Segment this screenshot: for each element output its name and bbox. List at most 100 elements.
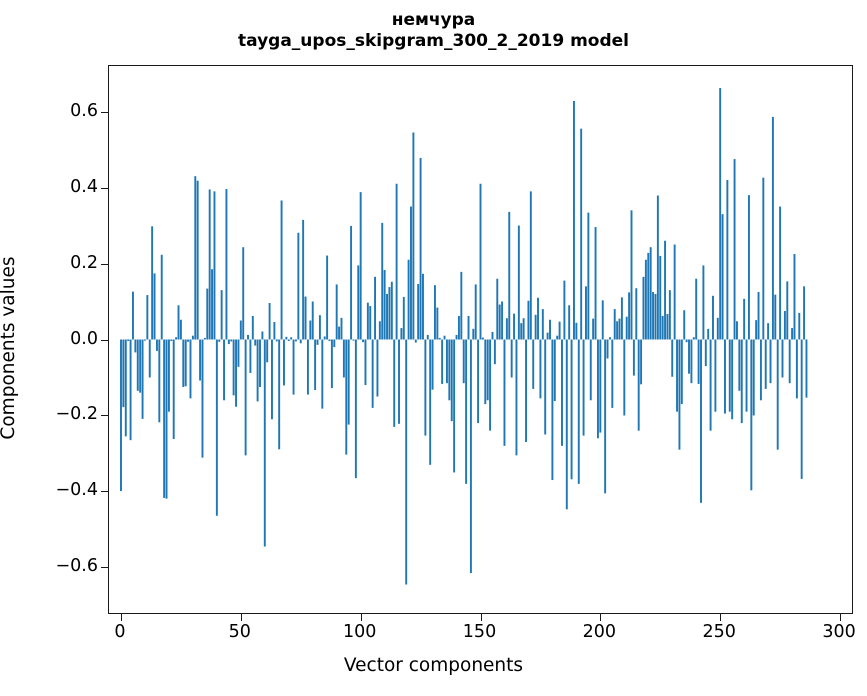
- bar: [700, 339, 702, 503]
- bar: [263, 339, 266, 547]
- bar: [486, 339, 489, 401]
- bar: [242, 247, 245, 340]
- bar: [172, 339, 175, 440]
- bar: [179, 319, 182, 340]
- bar: [537, 297, 539, 340]
- bar: [599, 339, 602, 433]
- bar: [129, 339, 132, 441]
- bar: [237, 339, 240, 367]
- bar: [724, 339, 726, 414]
- y-axis-tick: [101, 339, 109, 341]
- bar: [616, 321, 619, 340]
- bar: [405, 339, 408, 585]
- bar: [652, 292, 655, 340]
- bar: [445, 339, 448, 384]
- chart-title-line-1: немчура: [391, 10, 476, 30]
- bar: [338, 326, 341, 340]
- bar: [596, 339, 599, 439]
- bar: [769, 339, 772, 384]
- bar: [695, 278, 698, 340]
- bar: [656, 195, 659, 340]
- y-axis-tick: [101, 415, 109, 417]
- bar: [196, 180, 199, 340]
- bar: [503, 339, 506, 446]
- y-axis-tick-label: 0.0: [70, 328, 98, 349]
- bar: [659, 255, 662, 340]
- bar: [484, 339, 487, 405]
- bar: [771, 116, 774, 340]
- bar: [731, 339, 734, 420]
- bar: [155, 339, 158, 351]
- bar: [726, 179, 729, 340]
- bar: [335, 284, 338, 340]
- bar: [383, 269, 386, 340]
- bar: [132, 291, 134, 340]
- bar: [462, 339, 465, 384]
- bar: [381, 222, 384, 340]
- bar: [422, 273, 424, 340]
- bar: [141, 339, 144, 419]
- bar: [477, 339, 480, 424]
- bar: [390, 281, 393, 340]
- bar: [608, 337, 611, 340]
- bar: [630, 210, 633, 340]
- bar: [251, 315, 254, 340]
- bar: [450, 339, 453, 422]
- chart-title-line-2: tayga_upos_skipgram_300_2_2019 model: [238, 31, 629, 51]
- bar: [683, 310, 686, 340]
- bar: [211, 269, 214, 340]
- bar: [345, 339, 348, 455]
- bar: [376, 339, 379, 397]
- bar: [688, 339, 690, 374]
- bar: [558, 321, 561, 340]
- y-axis-tick: [101, 491, 109, 493]
- bar: [529, 191, 532, 340]
- bar: [517, 225, 520, 340]
- bar: [225, 189, 228, 340]
- bar: [776, 339, 779, 450]
- bar: [623, 339, 626, 416]
- bar: [419, 157, 422, 340]
- bar: [561, 339, 563, 446]
- x-axis-tick: [480, 613, 482, 621]
- bar: [309, 320, 312, 340]
- bar: [395, 183, 398, 340]
- bar: [330, 339, 333, 389]
- bar: [244, 339, 247, 456]
- bar: [532, 339, 535, 389]
- x-axis-tick-label: 250: [702, 622, 736, 642]
- bar: [299, 339, 302, 344]
- bar: [489, 339, 492, 431]
- bar: [582, 339, 585, 436]
- bar: [431, 339, 434, 390]
- bar: [223, 339, 226, 401]
- bar: [160, 254, 163, 340]
- bar: [757, 292, 760, 340]
- bar: [213, 191, 216, 340]
- bar: [508, 211, 511, 340]
- bar: [206, 288, 209, 340]
- bar: [371, 339, 374, 408]
- bar: [333, 339, 336, 348]
- bar: [158, 339, 161, 423]
- bar: [589, 339, 592, 401]
- bar: [594, 227, 597, 340]
- bar: [136, 339, 139, 391]
- bar: [606, 339, 609, 359]
- x-axis-tick-label: 0: [114, 622, 126, 642]
- bar: [400, 328, 403, 340]
- bar: [414, 339, 417, 343]
- bar: [640, 339, 643, 385]
- bar: [743, 298, 746, 340]
- bar: [469, 339, 472, 574]
- bar: [457, 315, 460, 340]
- plot-area: [109, 66, 852, 613]
- bar: [767, 323, 770, 340]
- bar: [673, 244, 676, 340]
- bar: [455, 334, 458, 340]
- bar: [556, 335, 559, 340]
- bar: [232, 339, 235, 396]
- bar: [541, 309, 544, 340]
- bar: [285, 336, 288, 340]
